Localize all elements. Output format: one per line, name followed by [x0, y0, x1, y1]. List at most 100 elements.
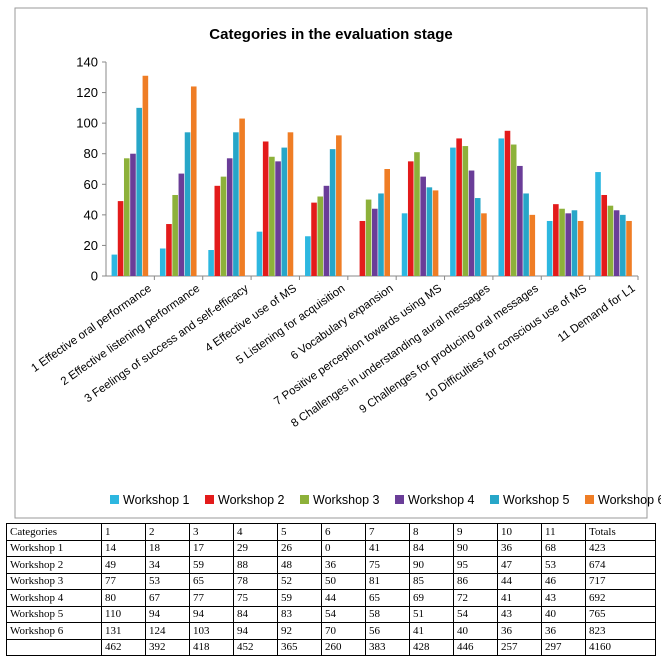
bar [498, 138, 505, 276]
table-cell: 52 [277, 572, 322, 590]
table-cell: 36 [497, 539, 542, 557]
y-tick-label: 120 [76, 85, 98, 100]
bar [142, 75, 149, 276]
table-cell: 3 [189, 523, 234, 541]
table-row: 462 392 418 452 365 260 383 428 446 257 297 4160 [6, 638, 656, 656]
table-cell: 86 [453, 572, 498, 590]
bar [220, 176, 227, 276]
table-cell: 65 [365, 589, 410, 607]
chart: Categories in the evaluation stage 0 20 40… [14, 7, 661, 519]
bar [123, 158, 130, 276]
table-cell: 103 [189, 622, 234, 640]
table-cell: Workshop 4 [6, 589, 102, 607]
bar [613, 210, 620, 276]
table-cell: 68 [541, 539, 586, 557]
table-cell: 36 [541, 622, 586, 640]
bar [546, 220, 553, 276]
bar [601, 194, 608, 276]
table-cell: 75 [365, 556, 410, 574]
table-cell: 418 [189, 638, 234, 656]
table-cell: 94 [145, 605, 190, 623]
table-cell: 131 [101, 622, 146, 640]
table-cell: 9 [453, 523, 498, 541]
legend-swatch [300, 495, 309, 504]
table-cell: 94 [233, 622, 278, 640]
table-row: Workshop 4 80 67 77 75 59 44 65 69 72 41 43 692 [6, 589, 656, 607]
bar [226, 158, 233, 276]
table-header-row: Categories 1 2 3 4 5 6 7 8 9 10 11 Totals [6, 523, 656, 541]
legend: Workshop 1 Workshop 2 Workshop 3 Workshop 4… [110, 493, 661, 507]
bar [565, 213, 572, 276]
table-cell: 11 [541, 523, 586, 541]
table-cell: 34 [145, 556, 190, 574]
table-cell: Workshop 5 [6, 605, 102, 623]
table-cell: 823 [585, 622, 656, 640]
legend-label: Workshop 5 [503, 493, 570, 507]
bar [281, 147, 288, 276]
table-cell: 257 [497, 638, 542, 656]
table-cell: 94 [189, 605, 234, 623]
table-cell: 36 [321, 556, 366, 574]
table-cell: 423 [585, 539, 656, 557]
bar [311, 202, 317, 276]
table-cell: 14 [101, 539, 146, 557]
legend-label: Workshop 6 [598, 493, 661, 507]
bar [626, 220, 632, 276]
table-cell: 41 [365, 539, 410, 557]
bar [208, 250, 214, 276]
table-cell: 84 [409, 539, 454, 557]
table-cell: 36 [497, 622, 542, 640]
table-cell: 67 [145, 589, 190, 607]
bar [130, 153, 136, 276]
table-cell: 7 [365, 523, 410, 541]
table-cell: 44 [497, 572, 542, 590]
table-cell: 674 [585, 556, 656, 574]
table-cell: 17 [189, 539, 234, 557]
table-cell: 47 [497, 556, 542, 574]
table-cell: 80 [101, 589, 146, 607]
bar [523, 193, 529, 276]
bar [323, 185, 330, 276]
bar [190, 86, 197, 277]
table-cell: 40 [541, 605, 586, 623]
table-cell: 43 [541, 589, 586, 607]
table-cell: 90 [409, 556, 454, 574]
table-cell: 70 [321, 622, 366, 640]
bar [468, 170, 475, 276]
legend-swatch [585, 495, 594, 504]
y-tick-label: 40 [84, 207, 98, 222]
table-cell: 4160 [585, 638, 656, 656]
table-cell: Workshop 2 [6, 556, 102, 574]
bars [111, 75, 632, 277]
bar [571, 210, 578, 276]
table-cell: 65 [189, 572, 234, 590]
bar [317, 196, 324, 276]
table-cell: 383 [365, 638, 410, 656]
bar [384, 169, 390, 276]
table-cell: 92 [277, 622, 322, 640]
table-cell: 0 [321, 539, 366, 557]
table-cell: 26 [277, 539, 322, 557]
bar [117, 201, 124, 276]
bar [372, 208, 378, 276]
bar [111, 254, 118, 276]
legend-swatch [110, 495, 119, 504]
table-cell: 54 [321, 605, 366, 623]
table-cell: 1 [101, 523, 146, 541]
bar [420, 176, 426, 276]
table-cell: 40 [453, 622, 498, 640]
table-cell: 392 [145, 638, 190, 656]
bar [166, 224, 172, 276]
table-cell: 95 [453, 556, 498, 574]
bar [378, 193, 384, 276]
bar [275, 161, 281, 276]
bar [595, 172, 601, 276]
table-cell: Workshop 3 [6, 572, 102, 590]
table-cell: 54 [453, 605, 498, 623]
bar [414, 152, 420, 276]
bar [336, 135, 342, 276]
bar [262, 141, 269, 276]
table-row: Workshop 5 110 94 94 84 83 54 58 51 54 43 40 765 [6, 605, 656, 623]
bar [577, 220, 584, 276]
table-cell: 29 [233, 539, 278, 557]
